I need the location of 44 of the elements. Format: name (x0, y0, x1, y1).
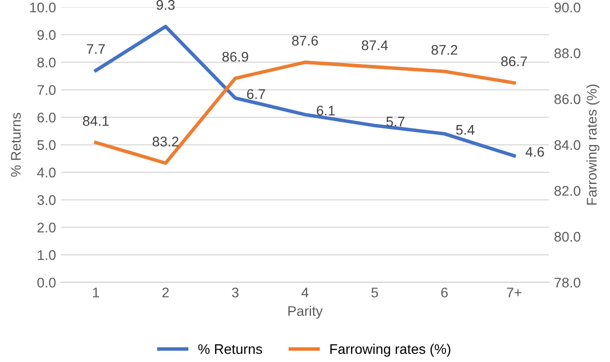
x-tick-label: 4 (301, 288, 308, 298)
legend-label: Farrowing rates (%) (330, 344, 450, 357)
data-label: 87.6 (292, 36, 318, 46)
data-label: 87.2 (432, 44, 458, 55)
y2-tick-label: 82.0 (554, 186, 580, 196)
y-tick-label: 4.0 (37, 168, 56, 178)
y-tick-label: 5.0 (37, 140, 56, 150)
x-tick-label: 5 (371, 288, 378, 298)
data-label: 5.7 (386, 116, 404, 126)
data-label: 6.7 (247, 89, 266, 99)
data-label: 87.4 (362, 40, 388, 50)
y-tick-label: 7.0 (38, 85, 56, 95)
y2-tick-label: 88.0 (554, 48, 580, 58)
y2-tick-label: 78.0 (554, 278, 580, 288)
data-label: 9.3 (156, 0, 175, 10)
y-tick-label: 6.0 (38, 112, 56, 122)
y2-tick-label: 90.0 (554, 2, 580, 12)
y-tick-label: 3.0 (37, 195, 56, 205)
data-label: 83.2 (152, 136, 178, 147)
data-label: 84.1 (82, 116, 109, 126)
y2-tick-label: 84.0 (554, 140, 580, 150)
x-tick-label: 1 (93, 288, 100, 298)
data-label: 86.9 (222, 52, 248, 62)
y2-tick-label: 80.0 (554, 232, 580, 242)
y-tick-label: 0.0 (37, 278, 56, 288)
data-label: 86.7 (501, 56, 527, 66)
y-tick-label: 8.0 (37, 58, 56, 68)
x-tick-label: 3 (232, 288, 239, 298)
data-label: 5.4 (456, 125, 474, 135)
y-axis-title: % Returns (11, 112, 21, 177)
x-tick-label: 6 (441, 288, 448, 298)
y-tick-label: 9.0 (37, 30, 56, 40)
x-tick-label: 2 (162, 288, 169, 298)
y2-axis-title: Farrowing rates (%) (586, 84, 600, 205)
x-tick-label: 7+ (506, 288, 522, 298)
x-axis-title: Parity (288, 306, 323, 319)
y2-tick-label: 86.0 (554, 94, 580, 104)
data-label: 4.6 (526, 146, 544, 157)
legend-label: % Returns (198, 344, 262, 354)
y-tick-label: 2.0 (38, 222, 56, 233)
y-tick-label: 1.0 (38, 250, 56, 260)
data-label: 6.1 (316, 106, 335, 116)
data-label: 7.7 (86, 44, 105, 54)
y-tick-label: 10.0 (30, 2, 56, 12)
